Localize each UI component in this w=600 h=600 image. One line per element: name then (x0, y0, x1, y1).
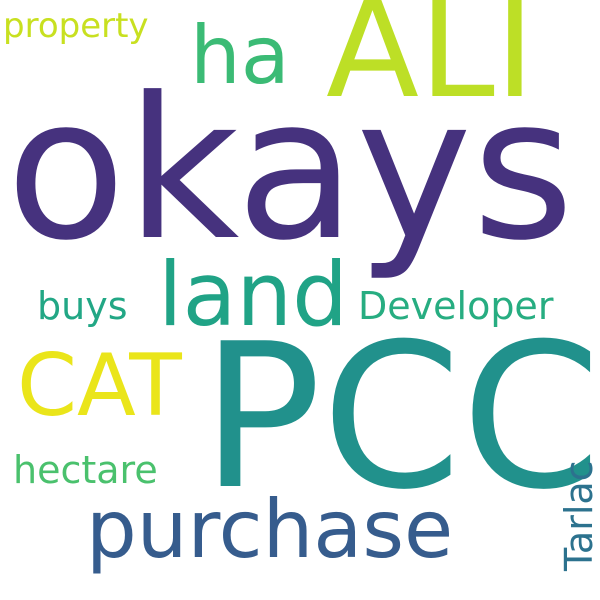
word-okays: okays (6, 56, 575, 284)
word-hectare: hectare (13, 448, 158, 492)
word-ha: ha (190, 9, 290, 102)
word-pcc: PCC (201, 301, 600, 534)
word-purchase: purchase (86, 483, 454, 576)
word-cat: CAT (17, 336, 182, 436)
word-ali: ALI (326, 0, 535, 129)
word-land: land (158, 243, 349, 346)
word-tarlac: Tarlac (557, 460, 600, 571)
word-developer: Developer (358, 284, 554, 328)
word-buys: buys (37, 284, 128, 328)
word-property: property (3, 6, 149, 46)
